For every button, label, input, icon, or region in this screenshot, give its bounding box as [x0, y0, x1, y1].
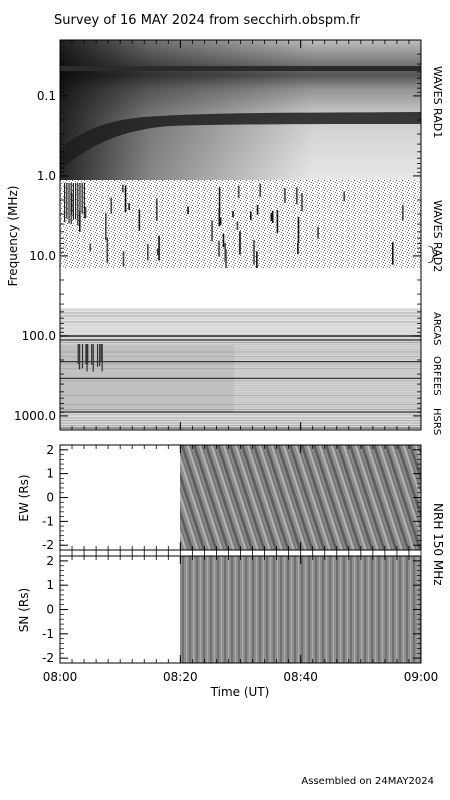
- spectrogram-ytick-label: 1000.0: [14, 409, 56, 423]
- nrh-ytick-label: 0: [46, 491, 54, 505]
- nrh-ytick-label: 1: [46, 578, 54, 592]
- x-tick-label: 09:00: [404, 670, 439, 684]
- nrh-ew-image: [180, 445, 421, 550]
- instrument-label-rad1: WAVES RAD1: [431, 66, 444, 138]
- nrh-sn-image: [180, 556, 421, 663]
- x-axis-label: Time (UT): [210, 685, 270, 699]
- spectrogram-ylabel: Frequency (MHz): [6, 186, 20, 287]
- nrh-ew-panel: [59, 444, 422, 551]
- sn-ylabel: SN (Rs): [17, 588, 31, 632]
- nrh-ytick-label: -1: [42, 514, 54, 528]
- nrh-ytick-label: 2: [46, 554, 54, 568]
- chart-title: Survey of 16 MAY 2024 from secchirh.obsp…: [54, 13, 360, 28]
- spectrogram-ytick-label: 1.0: [37, 169, 56, 183]
- x-tick-label: 08:20: [163, 670, 198, 684]
- nrh-ytick-label: 1: [46, 467, 54, 481]
- instrument-label-rad2: WAVES RAD2: [431, 200, 444, 272]
- nrh-ytick-label: 2: [46, 443, 54, 457]
- spectrogram-ytick-label: 100.0: [22, 329, 56, 343]
- rad2-spectrogram: [60, 180, 421, 268]
- spectrogram-ytick-label: 10.0: [29, 249, 56, 263]
- rad2-burst-marks: [64, 183, 404, 276]
- x-tick-label: 08:40: [283, 670, 318, 684]
- spectrogram-panel: [59, 39, 422, 431]
- nrh-sn-panel: [59, 555, 422, 664]
- instrument-label-orfees: ORFEES: [431, 356, 442, 396]
- nrh-label: NRH 150 MHz: [431, 503, 445, 586]
- x-tick-label: 08:00: [43, 670, 78, 684]
- nrh-ytick-label: -1: [42, 627, 54, 641]
- nrh-ytick-label: -2: [42, 538, 54, 552]
- nrh-ytick-label: -2: [42, 651, 54, 665]
- instrument-label-arcas: ARCAS: [431, 312, 442, 345]
- nrh-ytick-label: 0: [46, 603, 54, 617]
- instrument-label-hsrs: HSRS: [431, 408, 442, 435]
- spectrogram-ytick-label: 0.1: [37, 89, 56, 103]
- assembled-note: Assembled on 24MAY2024: [301, 776, 434, 787]
- arcas-spectrogram: [60, 308, 421, 338]
- ew-ylabel: EW (Rs): [17, 474, 31, 521]
